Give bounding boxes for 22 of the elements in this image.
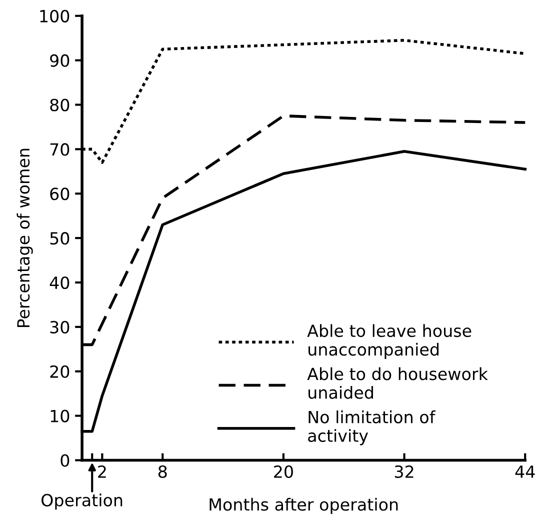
y-tick-label: 50 (50, 232, 70, 245)
legend-label: Able to do housework unaided (307, 367, 488, 399)
y-tick-label: 30 (50, 320, 70, 334)
x-axis-title: Months after operation (210, 498, 398, 514)
x-tick-label: 8 (158, 465, 167, 478)
y-tick-label: 80 (50, 98, 70, 112)
y-tick-label: 90 (50, 54, 70, 67)
y-axis-title: Percentage of women (16, 148, 33, 328)
legend-label: No limitation of activity (308, 410, 436, 446)
x-tick-label: 32 (394, 465, 414, 478)
y-tick-label: 60 (50, 188, 70, 200)
text: Operation (42, 494, 122, 510)
y-tick-label: 100 (40, 10, 70, 22)
y-tick-label: 20 (50, 365, 70, 378)
y-tick-label: 70 (50, 143, 70, 156)
y-tick-label: 40 (50, 276, 70, 290)
x-tick-label: 20 (274, 465, 293, 478)
x-tick-label: 2 (98, 465, 106, 478)
x-tick-label: 44 (515, 466, 535, 478)
y-tick-label: 10 (50, 410, 70, 422)
legend-label: Able to leave house unaccompanied (307, 324, 472, 359)
y-tick-label: 0 (60, 454, 70, 467)
